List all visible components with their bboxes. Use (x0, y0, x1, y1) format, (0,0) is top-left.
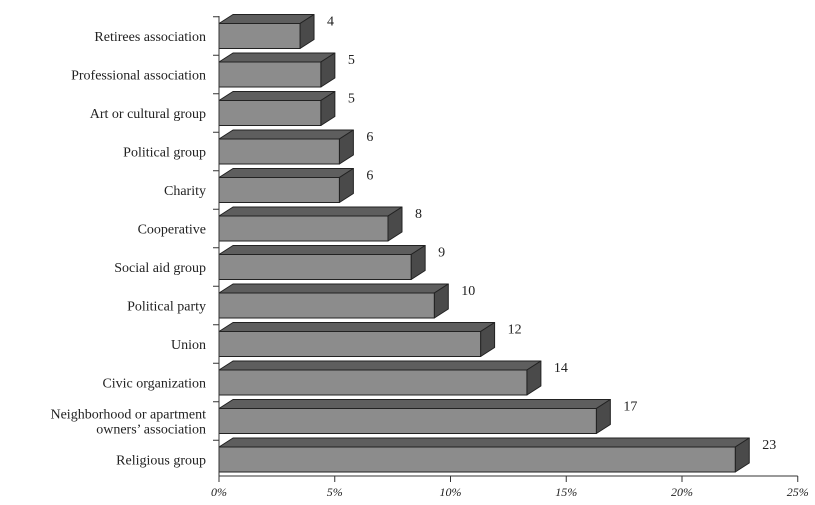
value-label: 14 (554, 361, 568, 376)
value-label: 17 (623, 400, 637, 415)
value-label: 23 (762, 438, 776, 453)
bar-12 (218, 437, 750, 473)
category-label: Retirees association (94, 30, 206, 45)
value-label: 10 (461, 284, 475, 299)
bar-top-face (218, 129, 354, 140)
bar-2 (218, 52, 336, 88)
category-label: Art or cultural group (90, 107, 206, 122)
category-label: Social aid group (114, 261, 206, 276)
value-label: 9 (438, 246, 445, 261)
value-label: 5 (348, 53, 355, 68)
category-label: Professional association (71, 69, 206, 84)
category-label: Political party (127, 300, 206, 315)
bar-top-face (218, 322, 496, 332)
bar-front-face (218, 215, 389, 242)
bar-front-face (218, 292, 435, 319)
bar-top-face (218, 437, 750, 448)
bar-front-face (218, 100, 322, 126)
value-label: 6 (366, 130, 373, 145)
category-label-line: Social aid group (114, 261, 206, 276)
category-label: Cooperative (138, 223, 206, 238)
bar-front-face (218, 23, 301, 49)
x-tick-label: 10% (440, 485, 462, 499)
bars-layer (218, 14, 750, 473)
bar-front-face (218, 254, 412, 280)
category-label-line: Neighborhood or apartment (50, 408, 206, 423)
value-label: 8 (415, 207, 422, 222)
bar-front-face (218, 369, 528, 396)
value-label: 5 (348, 92, 355, 107)
x-tick-label: 25% (787, 485, 809, 499)
value-label: 12 (508, 323, 522, 338)
value-label: 4 (327, 15, 334, 30)
bar-front-face (218, 446, 736, 473)
category-label-line: Religious group (116, 454, 206, 469)
bar-7 (218, 245, 426, 280)
category-label-line: Political party (127, 300, 206, 315)
bar-top-face (218, 14, 315, 24)
category-label: Religious group (116, 454, 206, 469)
category-label-line: owners’ association (96, 423, 206, 438)
category-label-line: Cooperative (138, 223, 206, 238)
value-label: 6 (366, 169, 373, 184)
category-label-line: Union (171, 338, 206, 353)
category-label-line: Political group (123, 146, 206, 161)
category-label-line: Charity (164, 184, 206, 199)
bar-top-face (218, 91, 336, 101)
bar-11 (218, 399, 611, 434)
x-tick-label: 15% (555, 485, 577, 499)
bar-10 (218, 360, 542, 396)
bar-top-face (218, 283, 449, 294)
bar-5 (218, 168, 354, 203)
bar-top-face (218, 245, 426, 255)
bar-front-face (218, 138, 340, 165)
x-tick-label: 0% (211, 485, 227, 499)
bar-top-face (218, 168, 354, 178)
labels-layer: 4 Retirees association 5 Professional assoc… (50, 15, 808, 499)
category-label-line: Professional association (71, 69, 206, 84)
bar-front-face (218, 408, 597, 434)
bar-top-face (218, 52, 336, 63)
x-tick-label: 5% (327, 485, 343, 499)
category-label: Civic organization (102, 377, 206, 392)
bar-9 (218, 322, 496, 357)
category-label-line: Art or cultural group (90, 107, 206, 122)
axes-layer (213, 16, 799, 482)
bar-8 (218, 283, 449, 319)
bar-top-face (218, 206, 403, 217)
category-label: Charity (164, 184, 206, 199)
bar-top-face (218, 399, 611, 409)
bar-1 (218, 14, 315, 49)
bar-front-face (218, 177, 340, 203)
bar-front-face (218, 331, 482, 357)
bar-6 (218, 206, 403, 242)
category-label-line: Retirees association (94, 30, 206, 45)
category-label: Union (171, 338, 206, 353)
bar-top-face (218, 360, 542, 371)
x-tick-label: 20% (671, 485, 693, 499)
category-label: Neighborhood or apartment owners’ associa… (50, 408, 206, 438)
bar-front-face (218, 61, 322, 88)
category-label-line: Civic organization (102, 377, 206, 392)
bar-3 (218, 91, 336, 126)
category-label: Political group (123, 146, 206, 161)
bar-4 (218, 129, 354, 165)
